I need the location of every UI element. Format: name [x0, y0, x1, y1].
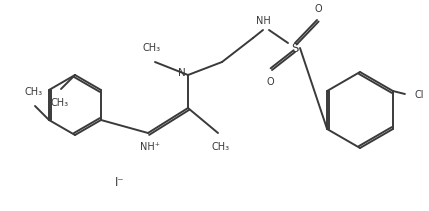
- Text: N: N: [178, 68, 186, 78]
- Text: CH₃: CH₃: [25, 87, 43, 97]
- Text: NH⁺: NH⁺: [140, 142, 160, 152]
- Text: O: O: [314, 4, 322, 14]
- Text: O: O: [266, 77, 274, 87]
- Text: NH: NH: [256, 16, 270, 26]
- Text: CH₃: CH₃: [212, 142, 230, 152]
- Text: I⁻: I⁻: [115, 176, 125, 188]
- Text: S: S: [291, 42, 299, 54]
- Text: CH₃: CH₃: [51, 98, 69, 108]
- Text: CH₃: CH₃: [143, 43, 161, 53]
- Text: Cl: Cl: [415, 90, 424, 100]
